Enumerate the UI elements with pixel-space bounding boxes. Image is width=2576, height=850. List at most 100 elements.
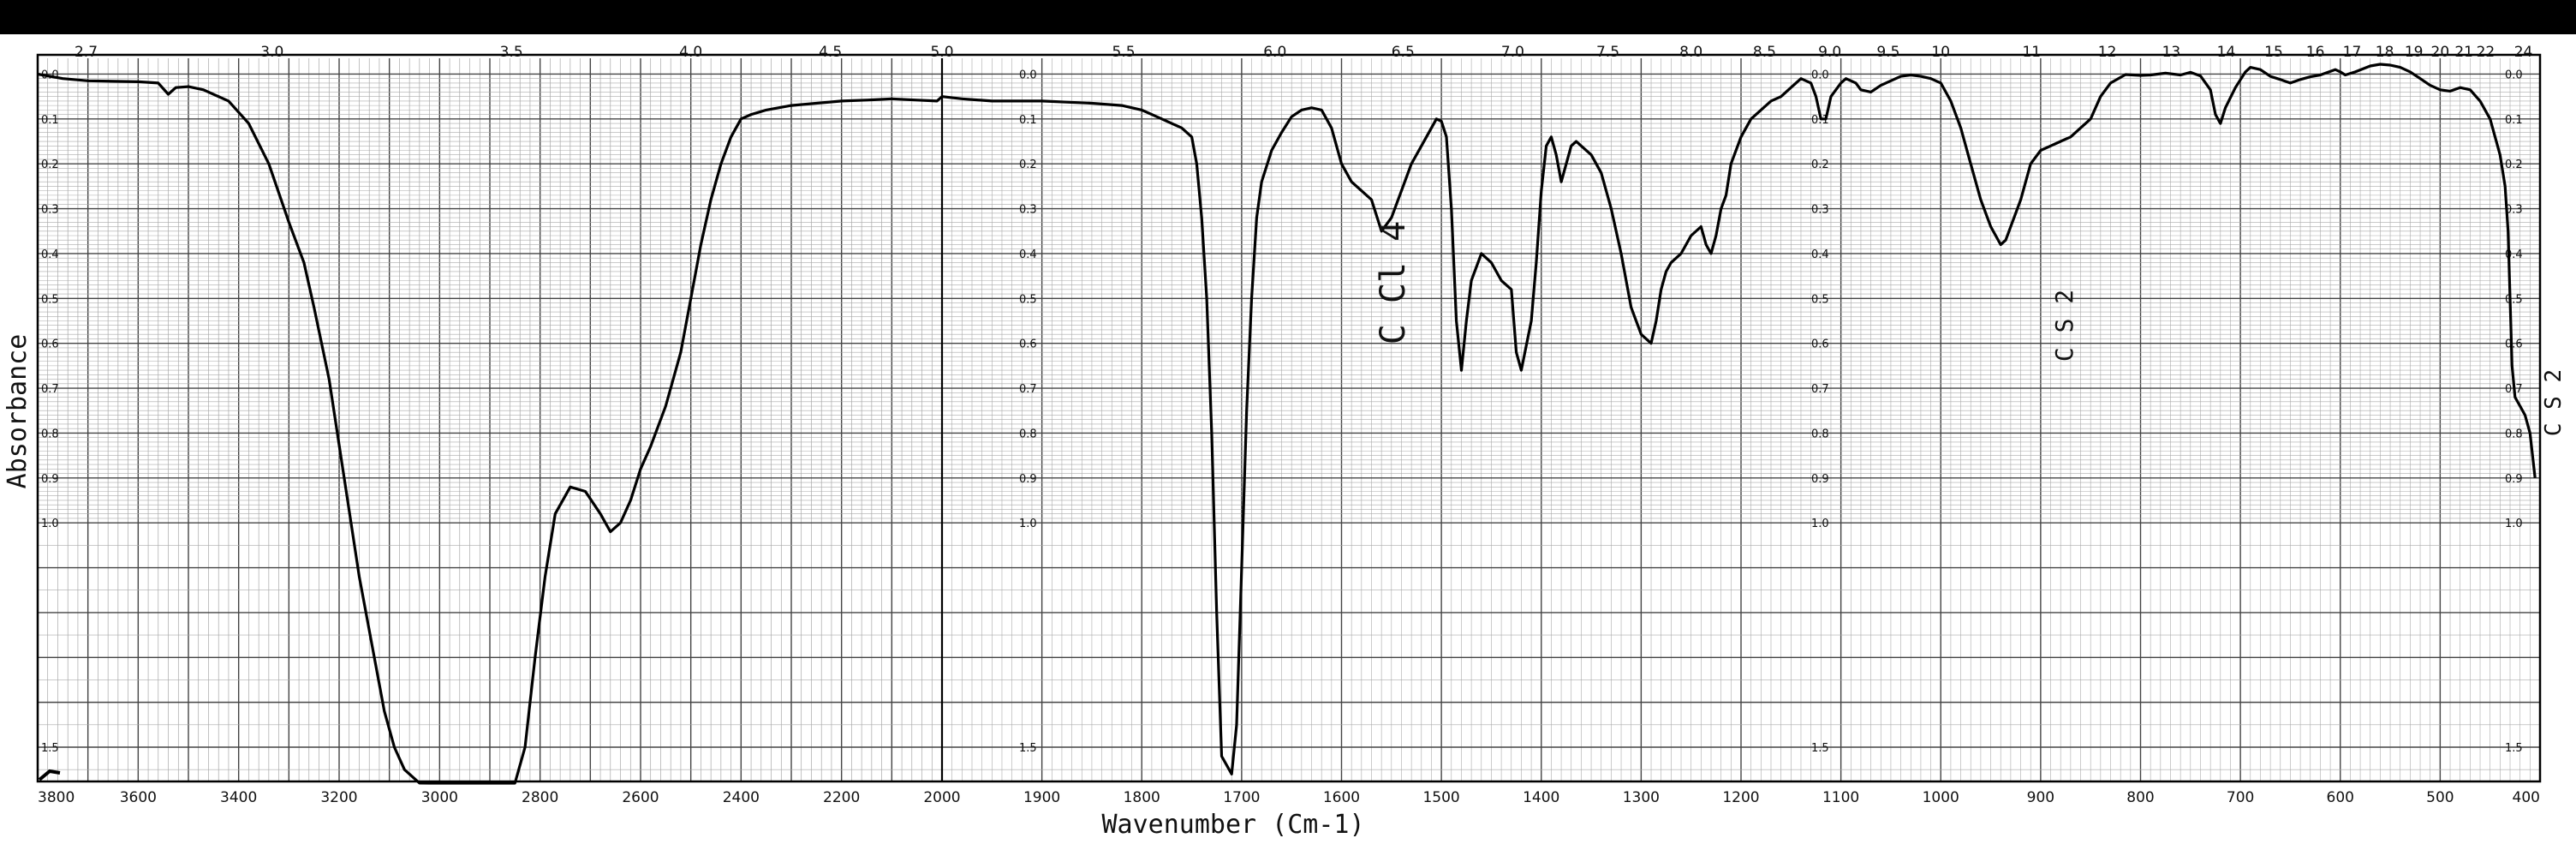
absorbance-tick-label: 0.2 — [2505, 159, 2523, 171]
absorbance-tick-label: 0.9 — [1019, 473, 1037, 486]
absorbance-tick-label: 1.0 — [1811, 518, 1829, 530]
absorbance-tick-label: 0.2 — [1811, 159, 1829, 171]
wavenumber-tick-label: 3000 — [421, 789, 458, 806]
absorbance-tick-label: 0.0 — [2505, 69, 2523, 81]
wavenumber-tick-label: 2000 — [923, 789, 960, 806]
wavelength-tick-label: 7.0 — [1501, 44, 1524, 61]
wavenumber-tick-label: 2400 — [723, 789, 760, 806]
wavelength-tick-label: 15 — [2264, 44, 2283, 61]
absorbance-tick-label: 0.8 — [2505, 428, 2523, 440]
wavenumber-tick-label: 1500 — [1422, 789, 1459, 806]
spectrum-line — [37, 63, 2537, 785]
wavenumber-tick-label: 1600 — [1323, 789, 1360, 806]
wavenumber-tick-label: 1200 — [1722, 789, 1759, 806]
absorbance-tick-label: 0.4 — [1811, 248, 1829, 261]
absorbance-tick-label: 0.0 — [1019, 69, 1037, 81]
wavelength-tick-label: 3.0 — [260, 44, 283, 61]
wavenumber-tick-label: 800 — [2126, 789, 2154, 806]
wavenumber-tick-label: 3800 — [38, 789, 75, 806]
absorbance-tick-label: 0.9 — [41, 473, 59, 486]
absorbance-tick-label: 1.0 — [41, 518, 59, 530]
absorbance-tick-label: 1.0 — [2505, 518, 2523, 530]
wavelength-tick-label: 8.0 — [1679, 44, 1702, 61]
absorbance-tick-label: 0.6 — [41, 338, 59, 351]
absorbance-tick-label: 0.5 — [41, 293, 59, 306]
wavenumber-tick-label: 400 — [2513, 789, 2540, 806]
absorbance-tick-label: 0.3 — [1811, 204, 1829, 217]
absorbance-tick-label: 0.1 — [41, 114, 59, 127]
annotations: C Cl 4 C S 2 C S 2 — [1374, 221, 2567, 436]
absorbance-tick-label: 0.7 — [41, 383, 59, 396]
wavelength-tick-label: 4.0 — [679, 44, 702, 61]
wavelength-tick-label: 5.5 — [1112, 44, 1136, 61]
wavelength-tick-label: 4.5 — [819, 44, 842, 61]
absorbance-tick-label: 0.6 — [2505, 338, 2523, 351]
absorbance-tick-label: 0.1 — [1019, 114, 1037, 127]
wavelength-tick-label: 5.0 — [930, 44, 953, 61]
wavelength-tick-label: 14 — [2217, 44, 2236, 61]
absorbance-axis: 0.0 0.0 0.0 0.00.1 0.1 0.1 0.10.2 0.2 0.2 0.20.3 0… — [41, 69, 2523, 755]
absorbance-tick-label: 1.5 — [2505, 742, 2523, 755]
wavenumber-tick-label: 2600 — [622, 789, 659, 806]
baseline-start-mark — [38, 769, 61, 781]
wavelength-tick-label: 3.5 — [500, 44, 523, 61]
wavenumber-axis: 3800 3600 3400 3200 3000 2800 2600 2400 2200 2000… — [38, 789, 2540, 806]
wavenumber-tick-label: 1900 — [1023, 789, 1060, 806]
absorbance-tick-label: 0.5 — [1811, 293, 1829, 306]
absorbance-tick-label: 0.3 — [1019, 204, 1037, 217]
absorbance-tick-label: 0.7 — [1811, 383, 1829, 396]
wavelength-tick-label: 13 — [2162, 44, 2181, 61]
absorbance-tick-label: 0.2 — [1019, 159, 1037, 171]
wavelength-tick-label: 17 — [2343, 44, 2362, 61]
wavenumber-tick-label: 1100 — [1822, 789, 1859, 806]
spectrum-series — [37, 63, 2537, 785]
wavelength-tick-label: 21 — [2454, 44, 2473, 61]
wavenumber-tick-label: 1300 — [1623, 789, 1660, 806]
solvent-annotation: C S 2 — [2541, 369, 2567, 436]
absorbance-tick-label: 0.5 — [1019, 293, 1037, 306]
absorbance-tick-label: 0.4 — [1019, 248, 1037, 261]
wavelength-tick-label: 18 — [2376, 44, 2394, 61]
wavelength-tick-label: 10 — [1931, 44, 1950, 61]
absorbance-tick-label: 0.8 — [1019, 428, 1037, 440]
absorbance-tick-label: 0.9 — [2505, 473, 2523, 486]
absorbance-tick-label: 0.1 — [2505, 114, 2523, 127]
solvent-annotation: C S 2 — [2050, 290, 2078, 362]
wavenumber-tick-label: 900 — [2027, 789, 2054, 806]
wavelength-tick-label: 7.5 — [1596, 44, 1619, 61]
wavenumber-tick-label: 1800 — [1124, 789, 1160, 806]
wavenumber-tick-label: 600 — [2327, 789, 2354, 806]
wavenumber-tick-label: 500 — [2426, 789, 2454, 806]
wavelength-tick-label: 24 — [2514, 44, 2533, 61]
wavelength-tick-label: 19 — [2405, 44, 2424, 61]
wavenumber-tick-label: 1000 — [1923, 789, 1959, 806]
wavelength-tick-label: 6.5 — [1392, 44, 1415, 61]
wavenumber-tick-label: 2800 — [522, 789, 558, 806]
wavelength-tick-label: 8.5 — [1753, 44, 1776, 61]
absorbance-tick-label: 0.5 — [2505, 293, 2523, 306]
absorbance-tick-label: 0.3 — [2505, 204, 2523, 217]
wavelength-tick-label: 2.7 — [75, 44, 98, 61]
wavelength-tick-label: 12 — [2098, 44, 2117, 61]
absorbance-tick-label: 1.5 — [1811, 742, 1829, 755]
wavenumber-tick-label: 1400 — [1523, 789, 1559, 806]
wavelength-tick-label: 20 — [2431, 44, 2450, 61]
absorbance-tick-label: 0.9 — [1811, 473, 1829, 486]
wavelength-tick-label: 9.0 — [1818, 44, 1841, 61]
absorbance-tick-label: 0.4 — [41, 248, 59, 261]
solvent-annotation: C Cl 4 — [1374, 221, 1413, 345]
absorbance-tick-label: 0.8 — [41, 428, 59, 440]
absorbance-tick-label: 0.7 — [1019, 383, 1037, 396]
absorbance-tick-label: 0.2 — [41, 159, 59, 171]
absorbance-tick-label: 0.6 — [1019, 338, 1037, 351]
wavenumber-tick-label: 3600 — [120, 789, 157, 806]
wavenumber-tick-label: 2200 — [823, 789, 860, 806]
absorbance-tick-label: 1.5 — [1019, 742, 1037, 755]
absorbance-tick-label: 0.1 — [1811, 114, 1829, 127]
wavelength-tick-label: 9.5 — [1876, 44, 1899, 61]
absorbance-tick-label: 0.6 — [1811, 338, 1829, 351]
wavelength-tick-label: 22 — [2477, 44, 2496, 61]
wavenumber-tick-label: 3200 — [320, 789, 357, 806]
absorbance-tick-label: 0.3 — [41, 204, 59, 217]
